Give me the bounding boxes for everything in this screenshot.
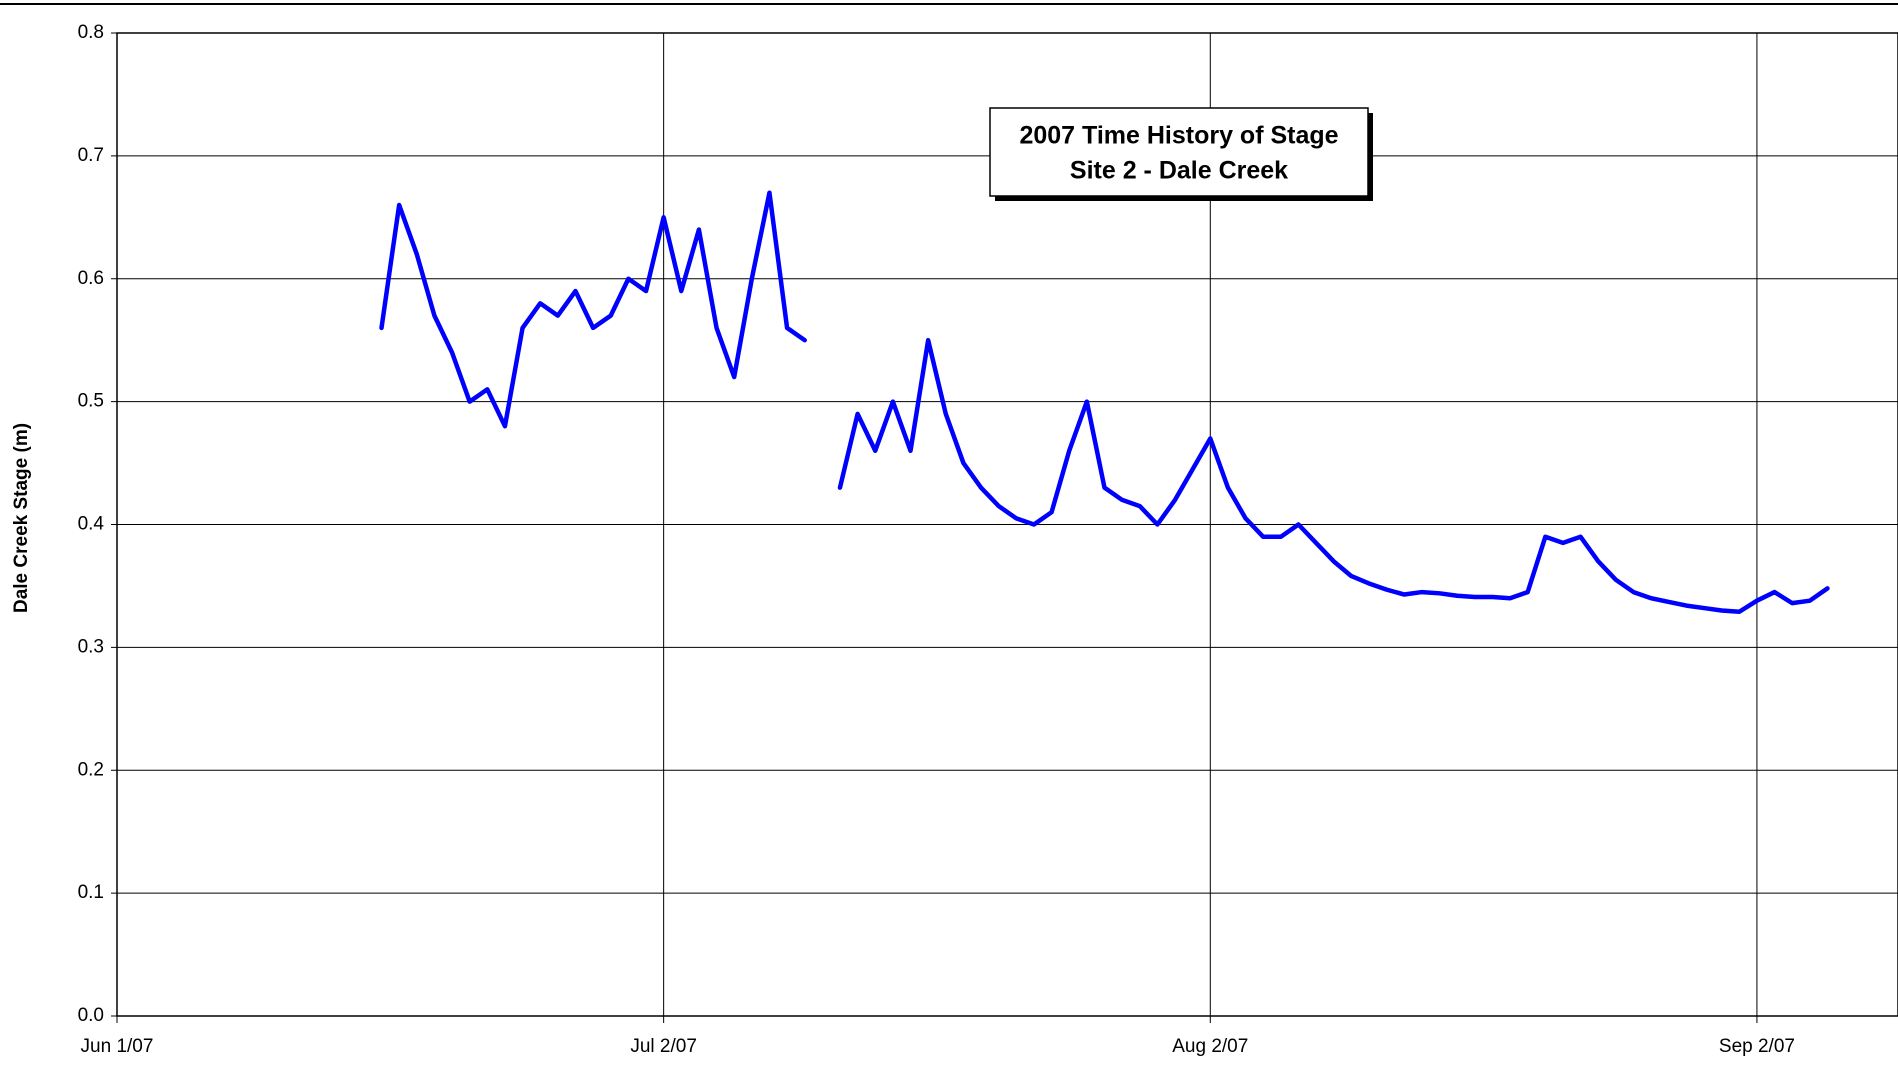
y-axis-title: Dale Creek Stage (m)	[11, 423, 32, 613]
x-tick-label: Jul 2/07	[630, 1036, 697, 1057]
y-tick-label: 0.1	[78, 882, 104, 903]
x-tick-label: Jun 1/07	[81, 1036, 154, 1057]
plot-frame	[116, 32, 1898, 1017]
x-tick-label: Sep 2/07	[1719, 1036, 1795, 1057]
title-box	[989, 107, 1369, 197]
data-line	[379, 190, 1830, 614]
y-tick-label: 0.8	[78, 22, 104, 43]
y-tick-label: 0.6	[78, 268, 104, 289]
y-tick-label: 0.4	[78, 514, 105, 535]
y-tick-label: 0.7	[78, 145, 104, 166]
y-tick-label: 0.3	[78, 636, 104, 657]
chart-title: 2007 Time History of Stage	[1019, 122, 1338, 150]
y-tick-label: 0.0	[78, 1005, 104, 1026]
x-tick-label: Aug 2/07	[1172, 1036, 1248, 1057]
y-tick-label: 0.5	[78, 391, 104, 412]
chart-subtitle: Site 2 - Dale Creek	[1070, 157, 1288, 185]
y-tick-label: 0.2	[78, 759, 104, 780]
